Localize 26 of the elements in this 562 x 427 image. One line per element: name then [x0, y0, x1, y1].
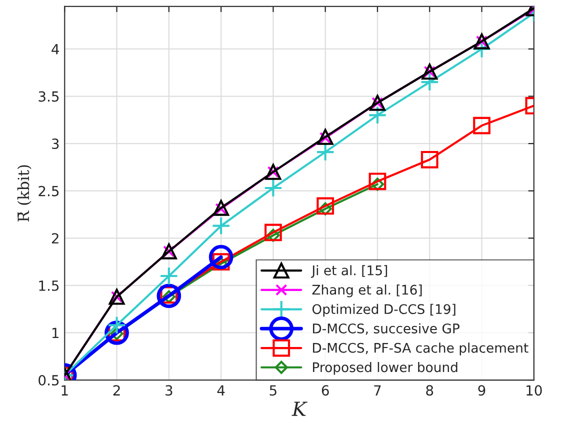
x-tick-label: 9 [478, 385, 486, 396]
legend-label: Optimized D-CCS [19] [312, 304, 456, 317]
y-tick-label: 1.5 [39, 280, 59, 291]
x-tick-label: 10 [526, 385, 542, 396]
legend-label: Proposed lower bound [313, 362, 458, 375]
y-tick-label: 2 [52, 233, 58, 244]
x-axis-title: K [292, 402, 308, 416]
y-tick-label: 3 [52, 138, 59, 150]
legend-label: D-MCCS, succesive GP [313, 323, 460, 335]
x-tick-label: 2 [113, 385, 120, 396]
legend-label: Zhang et al. [16] [312, 284, 422, 298]
y-tick-label: 0.5 [38, 375, 59, 386]
x-tick-label: 1 [62, 385, 68, 396]
y-tick-label: 2.5 [38, 186, 59, 196]
y-axis-title: R̄ (kbit) [17, 165, 32, 222]
y-tick-label: 3.5 [38, 91, 59, 102]
x-tick-label: 6 [322, 385, 329, 396]
x-tick-label: 7 [374, 385, 381, 396]
x-tick-label: 8 [426, 385, 434, 396]
x-tick-label: 5 [270, 385, 276, 396]
legend-label: Ji et al. [15] [311, 265, 388, 278]
legend-label: D-MCCS, PF-SA cache placement [313, 342, 528, 356]
x-tick-label: 4 [217, 385, 225, 396]
y-tick-label: 4 [52, 44, 59, 54]
x-tick-label: 3 [166, 385, 172, 396]
y-tick-label: 1 [52, 328, 58, 338]
